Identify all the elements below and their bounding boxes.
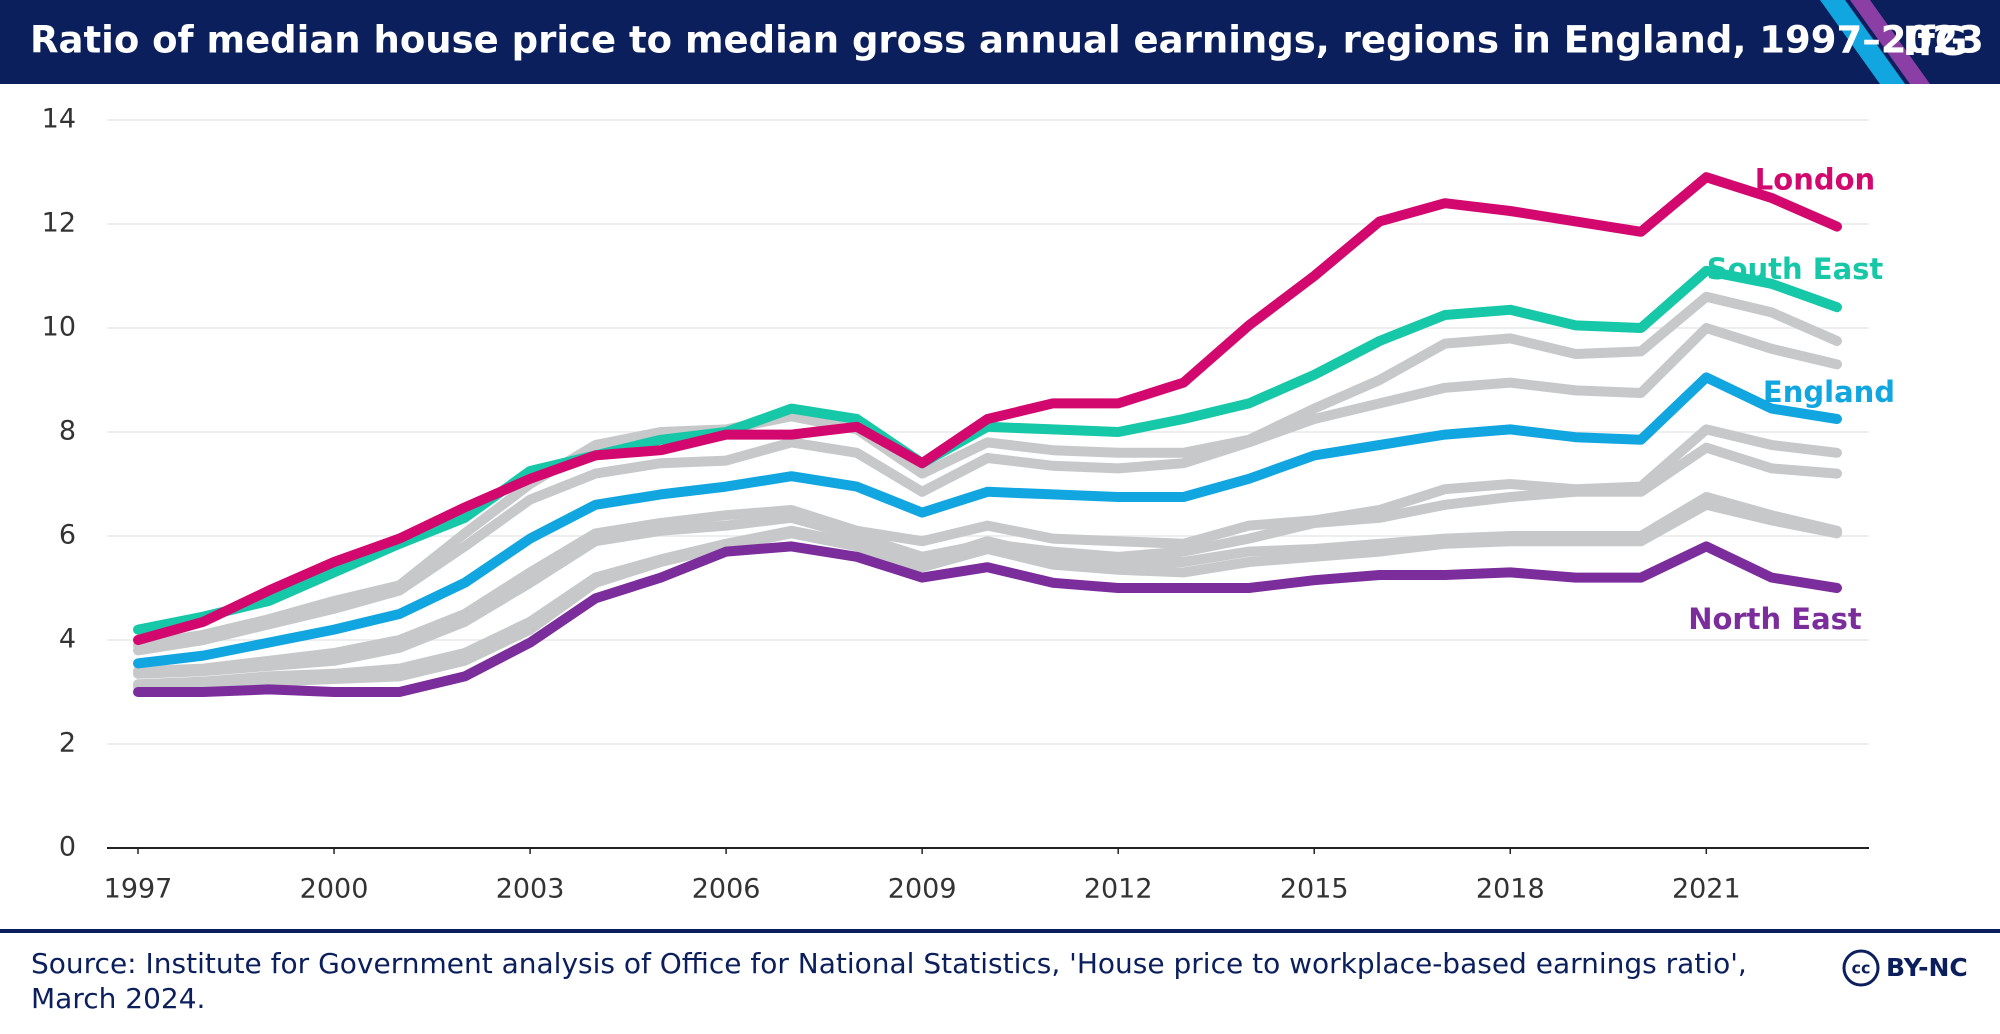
x-tick-label: 2021 <box>1672 874 1741 905</box>
y-tick-label: 10 <box>42 312 76 343</box>
x-tick-label: 2015 <box>1280 874 1349 905</box>
series-line <box>133 323 1842 656</box>
series-label: London <box>1755 163 1875 197</box>
series-label: North East <box>1688 602 1862 636</box>
series-line <box>133 291 1842 651</box>
y-tick-label: 0 <box>59 832 76 863</box>
series-label: England <box>1763 375 1895 409</box>
logo: IfG <box>1902 19 1967 65</box>
license-icon <box>1842 949 1880 987</box>
x-tick-label: 2006 <box>692 874 761 905</box>
series-line <box>133 492 1842 690</box>
x-tick-label: 2012 <box>1084 874 1153 905</box>
x-tick-label: 2000 <box>300 874 369 905</box>
y-tick-label: 4 <box>59 624 76 655</box>
license-icon-text: cc <box>1852 959 1871 978</box>
y-tick-label: 6 <box>59 520 76 551</box>
x-tick-label: 2009 <box>888 874 957 905</box>
license: BY-NC <box>1886 953 1968 982</box>
series-line <box>133 265 1842 635</box>
series-line <box>133 541 1842 697</box>
series-line <box>133 424 1842 677</box>
x-tick-label: 1997 <box>104 874 173 905</box>
series-line <box>133 372 1842 669</box>
y-tick-label: 12 <box>42 208 76 239</box>
logo-stripe <box>1820 0 1905 84</box>
series-label: South East <box>1707 252 1884 286</box>
chart-title: Ratio of median house price to median gr… <box>30 19 1984 62</box>
series-line <box>133 499 1842 692</box>
series-line <box>133 172 1842 645</box>
header-band <box>0 0 2000 84</box>
x-tick-label: 2003 <box>496 874 565 905</box>
y-tick-label: 2 <box>59 728 76 759</box>
y-tick-label: 8 <box>59 416 76 447</box>
y-tick-label: 14 <box>42 104 76 135</box>
x-tick-label: 2018 <box>1476 874 1545 905</box>
logo-stripe <box>1850 0 1930 84</box>
source-note: Source: Institute for Government analysi… <box>31 947 1747 1015</box>
